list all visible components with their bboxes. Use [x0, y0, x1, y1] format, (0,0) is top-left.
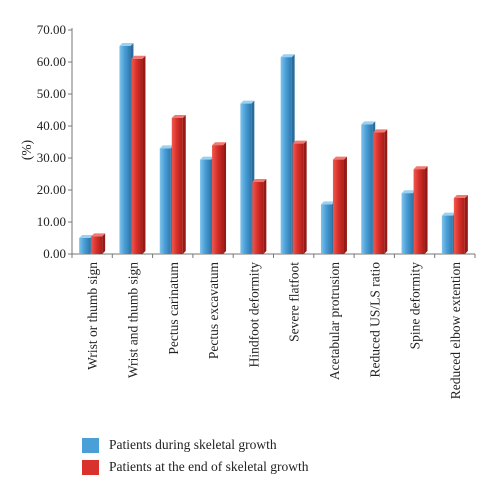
bar-side [424, 166, 428, 254]
y-tick-label: 60.00 [37, 54, 66, 69]
y-tick-label: 0.00 [43, 246, 66, 261]
y-tick-label: 20.00 [37, 182, 66, 197]
bar-top [212, 142, 227, 146]
bar-top [453, 195, 468, 198]
bar-top [159, 145, 174, 149]
bar-end-growth [131, 58, 143, 254]
bar-top [252, 179, 267, 182]
bar-side [303, 140, 307, 254]
legend: Patients during skeletal growth Patients… [82, 434, 308, 478]
bar-top [441, 212, 456, 216]
bar-side [102, 233, 106, 254]
x-tick-label: Pectus excavatum [206, 262, 221, 360]
bar-during-growth [200, 159, 212, 254]
bar-during-growth [441, 215, 453, 254]
bar-during-growth [401, 193, 413, 254]
y-tick-label: 40.00 [37, 118, 66, 133]
bar-side [464, 195, 468, 254]
bar-side [384, 129, 388, 254]
x-tick-label: Hindfoot deformity [246, 262, 261, 368]
bar-top [91, 233, 106, 237]
bar-top [131, 55, 146, 59]
bar-top [280, 54, 295, 58]
x-tick-label: Acetabular protrusion [327, 262, 342, 380]
bar-end-growth [91, 236, 103, 254]
bar-top [79, 235, 94, 238]
bar-end-growth [453, 198, 465, 254]
bar-during-growth [320, 204, 332, 254]
bar-during-growth [361, 124, 373, 255]
legend-swatch-blue [82, 437, 99, 453]
bar-end-growth [332, 159, 344, 254]
x-tick-label: Wrist and thumb sign [125, 262, 140, 378]
bar-during-growth [79, 238, 91, 254]
legend-item-end-growth: Patients at the end of skeletal growth [82, 456, 308, 478]
x-tick-label: Pectus carinatum [166, 262, 181, 355]
bar-top [171, 115, 186, 118]
bar-top [200, 156, 215, 160]
bar-top [401, 190, 416, 194]
y-tick-label: 50.00 [37, 86, 66, 101]
bar-top [292, 140, 307, 144]
bar-top [320, 201, 335, 205]
legend-label-end-growth: Patients at the end of skeletal growth [109, 459, 309, 474]
labels-layer: Wrist or thumb sign Wrist and thumb sign P… [85, 262, 463, 400]
bar-top [373, 129, 388, 133]
bar-side [182, 115, 186, 254]
legend-item-during-growth: Patients during skeletal growth [82, 434, 308, 456]
x-tick-label: Reduced US/LS ratio [367, 262, 382, 378]
y-tick-label: 70.00 [37, 22, 66, 37]
bar-end-growth [292, 143, 304, 254]
bar-top [119, 43, 134, 46]
bar-end-growth [413, 169, 425, 254]
bar-during-growth [280, 57, 292, 255]
bar-end-growth [373, 132, 385, 254]
y-tick-label: 30.00 [37, 150, 66, 165]
bar-during-growth [159, 148, 171, 254]
bar-side [263, 179, 267, 254]
bar-top [413, 166, 428, 170]
y-axis-label: (%) [19, 140, 34, 160]
bars-layer [79, 43, 468, 255]
bar-side [223, 142, 227, 254]
bar-end-growth [171, 118, 183, 254]
x-tick-label: Spine deformity [408, 262, 423, 350]
x-tick-label: Severe flatfoot [287, 262, 302, 342]
bar-side [142, 55, 146, 254]
bar-during-growth [119, 46, 131, 254]
x-tick-label: Reduced elbow extention [448, 262, 463, 399]
bar-top [361, 121, 376, 125]
bar-during-growth [240, 103, 252, 254]
legend-swatch-red [82, 459, 99, 475]
x-tick-label: Wrist or thumb sign [85, 262, 100, 370]
bar-end-growth [212, 145, 224, 254]
bar-top [240, 100, 255, 104]
y-tick-label: 10.00 [37, 214, 66, 229]
bar-top [332, 156, 347, 160]
bar-end-growth [252, 182, 264, 254]
bar-side [343, 156, 347, 254]
legend-label-during-growth: Patients during skeletal growth [109, 437, 277, 452]
